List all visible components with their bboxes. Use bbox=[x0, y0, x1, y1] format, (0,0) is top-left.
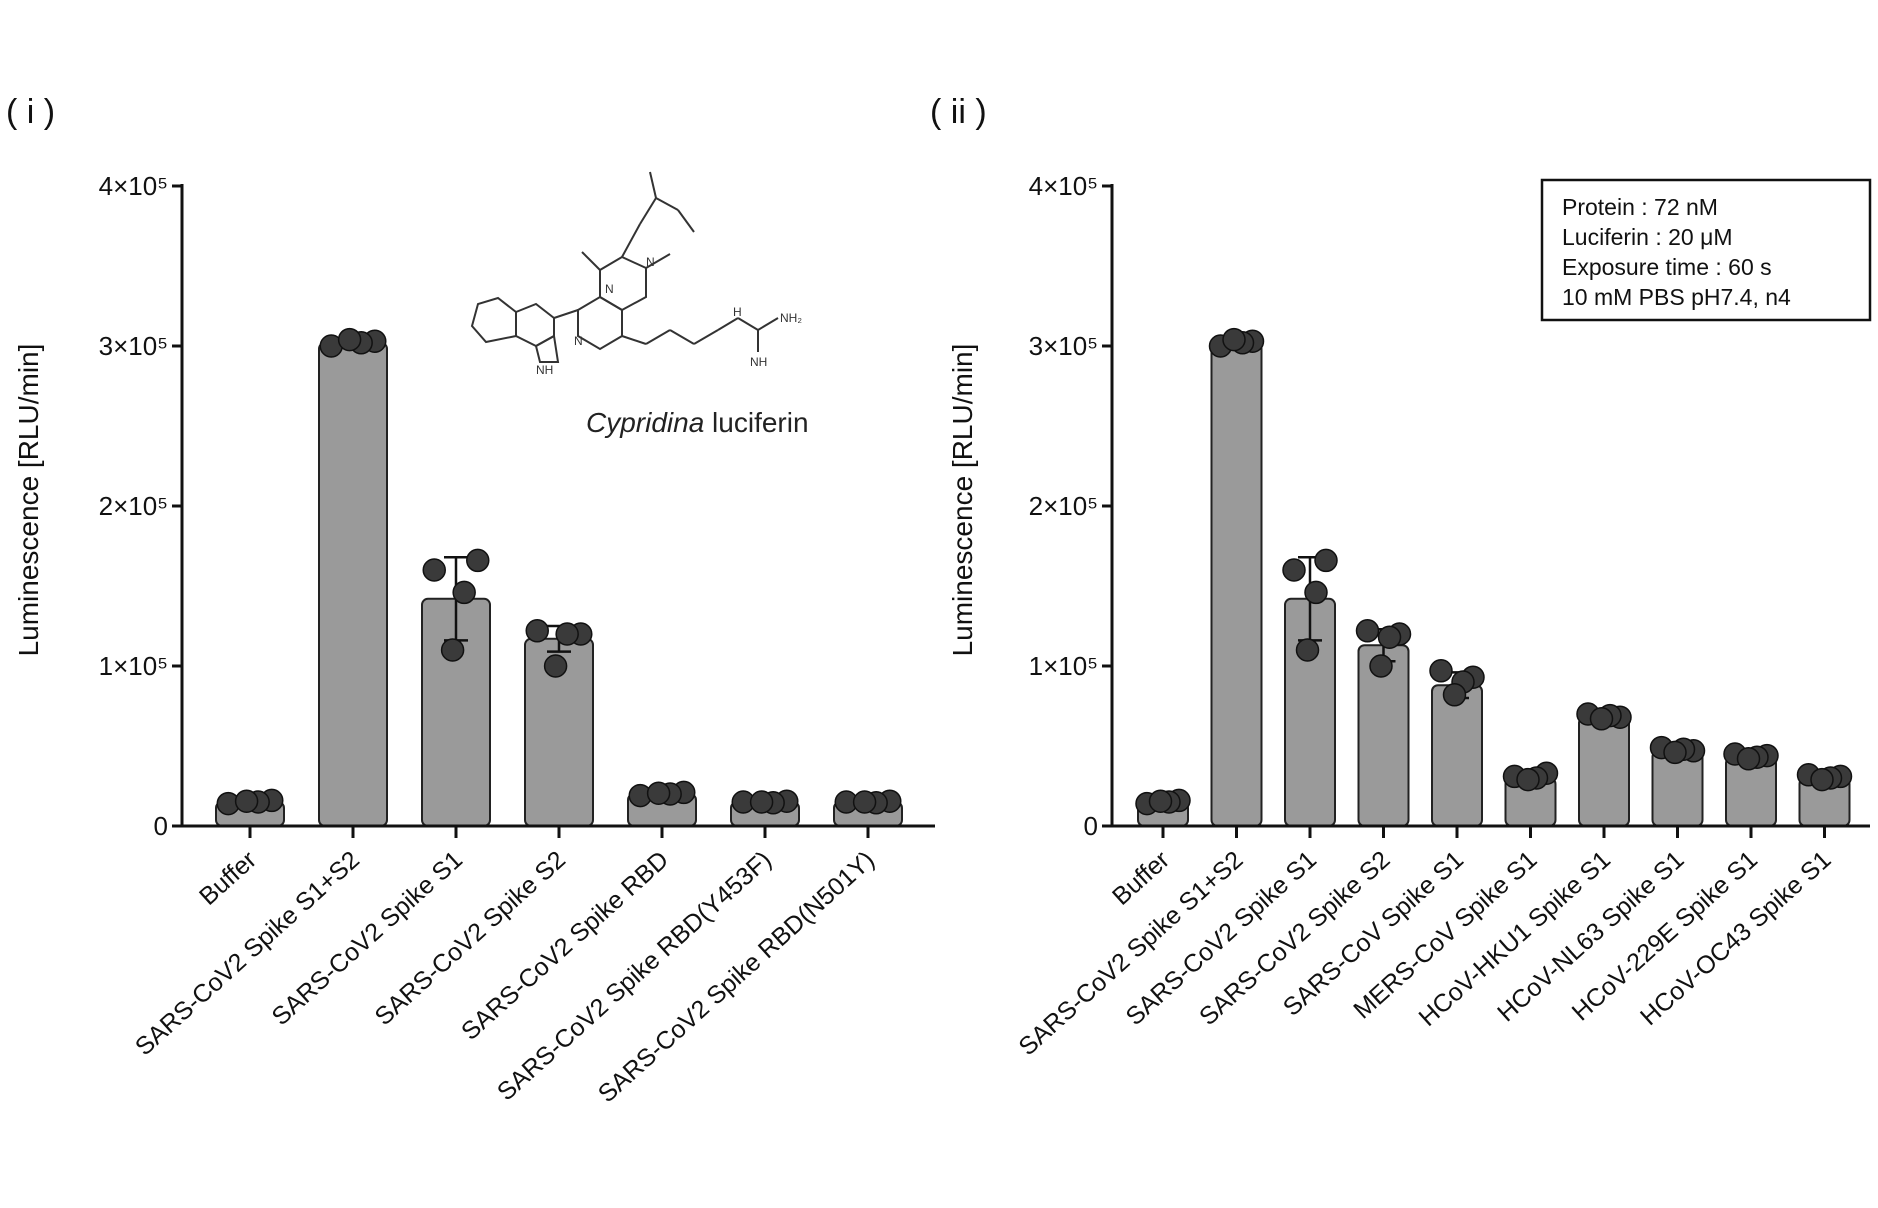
category-label: Buffer bbox=[194, 846, 262, 911]
data-point bbox=[525, 619, 549, 643]
panel-i-bars bbox=[215, 327, 903, 827]
data-point bbox=[452, 580, 476, 605]
category-label: SARS-CoV2 Spike S1 bbox=[267, 846, 469, 1031]
data-point bbox=[1148, 789, 1173, 813]
y-tick-label: 3×10⁵ bbox=[1029, 331, 1098, 361]
y-tick-label: 3×10⁵ bbox=[99, 331, 168, 361]
panel-i: ( i ) 01×10⁵2×10⁵3×10⁵4×10⁵BufferSARS-Co… bbox=[6, 93, 935, 1108]
data-point bbox=[234, 789, 259, 813]
panel-ii-bars bbox=[1135, 327, 1853, 828]
data-point bbox=[466, 548, 490, 573]
data-point bbox=[1516, 767, 1540, 792]
data-point bbox=[1355, 619, 1380, 643]
svg-text:N: N bbox=[646, 255, 655, 269]
data-point bbox=[543, 654, 568, 678]
y-tick-label: 2×10⁵ bbox=[99, 491, 168, 521]
data-point bbox=[749, 790, 774, 814]
svg-text:H: H bbox=[733, 305, 742, 319]
svg-text:NH: NH bbox=[750, 355, 767, 369]
panel-ii: ( ii ) 01×10⁵2×10⁵3×10⁵4×10⁵BufferSARS-C… bbox=[930, 93, 1872, 1061]
legend-line: Protein : 72 nM bbox=[1562, 194, 1718, 220]
category-label: SARS-CoV2 Spike S2 bbox=[370, 846, 572, 1031]
data-point bbox=[1429, 659, 1453, 683]
bar bbox=[1210, 341, 1263, 827]
data-point bbox=[1810, 767, 1834, 792]
data-point bbox=[1304, 580, 1328, 605]
luciferin-structure-icon: N N N H NH₂ NH NH bbox=[470, 171, 802, 377]
data-point bbox=[1282, 558, 1306, 582]
data-point bbox=[440, 638, 465, 662]
data-point bbox=[422, 558, 446, 582]
bar bbox=[1578, 716, 1630, 828]
data-point bbox=[852, 790, 877, 814]
bar bbox=[1431, 684, 1483, 828]
svg-text:N: N bbox=[574, 334, 583, 348]
data-point bbox=[1442, 683, 1467, 707]
svg-text:NH₂: NH₂ bbox=[780, 311, 802, 325]
y-tick-label: 0 bbox=[1084, 811, 1098, 841]
data-point bbox=[555, 622, 579, 646]
data-point bbox=[1314, 548, 1338, 573]
data-point bbox=[646, 781, 671, 805]
y-tick-label: 1×10⁵ bbox=[1029, 651, 1098, 681]
y-tick-label: 1×10⁵ bbox=[99, 651, 168, 681]
panel-ii-label: ( ii ) bbox=[930, 93, 987, 131]
y-tick-label: 2×10⁵ bbox=[1029, 491, 1098, 521]
data-point bbox=[1295, 638, 1320, 662]
bar bbox=[318, 341, 388, 827]
data-point bbox=[1377, 625, 1402, 649]
data-point bbox=[1222, 327, 1246, 352]
data-point bbox=[1663, 740, 1687, 765]
data-point bbox=[337, 327, 362, 352]
category-label: Buffer bbox=[1107, 846, 1175, 911]
inset-caption: Cypridina luciferin bbox=[586, 407, 809, 438]
panel-ii-y-axis-label: Luminescence [RLU/min] bbox=[947, 344, 978, 657]
legend-line: Exposure time : 60 s bbox=[1562, 254, 1772, 280]
data-point bbox=[1589, 707, 1614, 731]
y-tick-label: 0 bbox=[154, 811, 168, 841]
legend-line: Luciferin : 20 μM bbox=[1562, 224, 1733, 250]
panel-ii-legend: Protein : 72 nM Luciferin : 20 μM Exposure… bbox=[1540, 178, 1872, 322]
svg-text:N: N bbox=[605, 282, 614, 296]
data-point bbox=[1736, 747, 1761, 771]
category-label: SARS-CoV2 Spike RBD bbox=[456, 846, 674, 1046]
svg-text:NH: NH bbox=[536, 363, 553, 377]
legend-line: 10 mM PBS pH7.4, n4 bbox=[1562, 284, 1791, 310]
y-tick-label: 4×10⁵ bbox=[1029, 171, 1098, 201]
data-point bbox=[1369, 654, 1393, 678]
panel-i-label: ( i ) bbox=[6, 93, 55, 131]
y-tick-label: 4×10⁵ bbox=[99, 171, 168, 201]
panel-i-y-axis-label: Luminescence [RLU/min] bbox=[13, 344, 44, 657]
